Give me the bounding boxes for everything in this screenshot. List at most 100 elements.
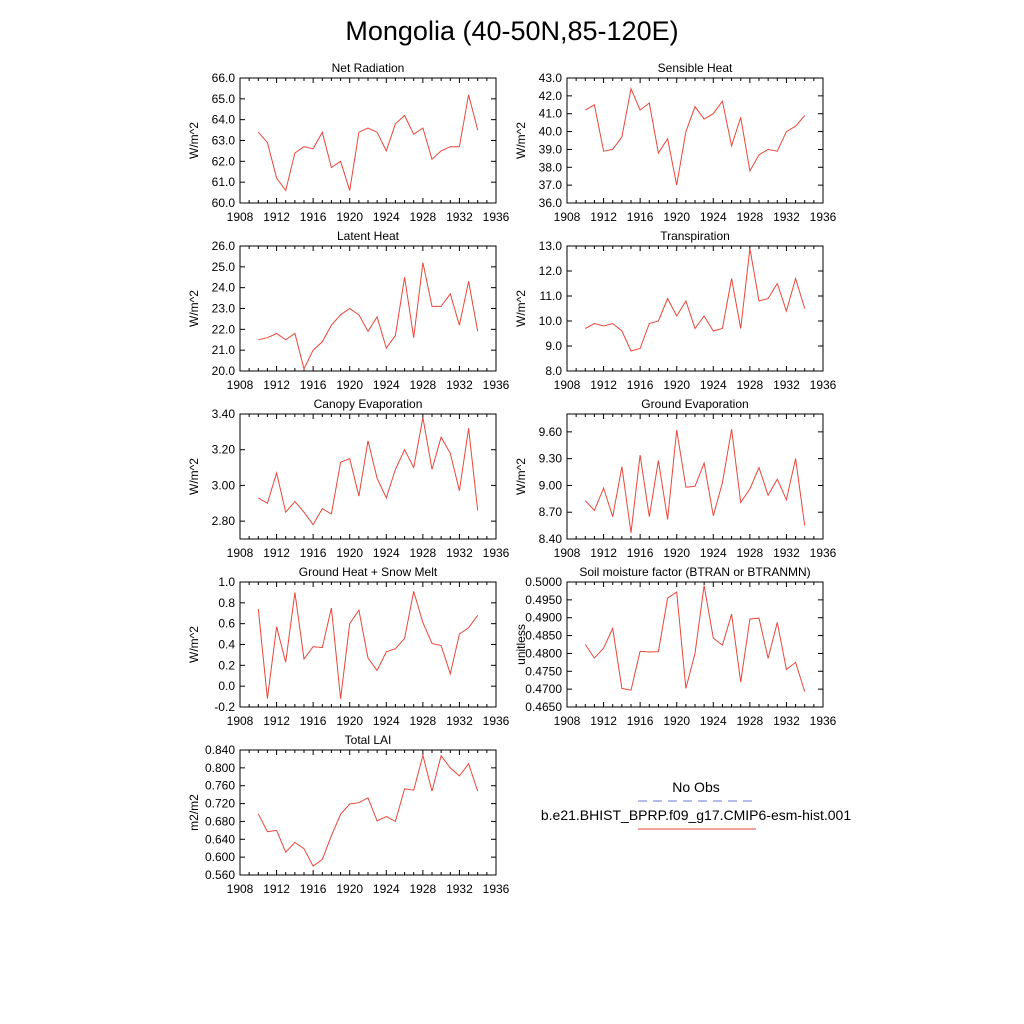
y-tick-label: 36.0 xyxy=(539,196,563,210)
series-line-sensible-heat xyxy=(585,86,806,186)
y-tick-label: 1.0 xyxy=(218,575,235,589)
y-tick-label: 0.800 xyxy=(205,761,235,775)
y-tick-label: 38.0 xyxy=(539,160,563,174)
chart-sensible-heat: Sensible Heat W/m^2 1908 1912 1916 1920 1924 19… xyxy=(514,61,837,224)
plot-frame xyxy=(239,413,497,540)
x-tick-label: 1924 xyxy=(373,546,400,560)
x-tick-label: 1936 xyxy=(483,714,510,728)
chart-ground-heat-snow-melt: Ground Heat + Snow Melt W/m^2 1908 1912 1916… xyxy=(187,565,510,728)
y-tick-label: 3.40 xyxy=(212,407,236,421)
x-tick-label: 1928 xyxy=(410,210,437,224)
y-tick-label: 0.760 xyxy=(205,779,235,793)
y-axis-label: W/m^2 xyxy=(187,122,201,159)
y-tick-label: 2.80 xyxy=(212,514,236,528)
panel-title: Canopy Evaporation xyxy=(314,397,423,411)
x-tick-label: 1920 xyxy=(336,378,363,392)
y-tick-label: 9.00 xyxy=(539,478,563,492)
y-tick-label: 0.8 xyxy=(218,596,235,610)
y-tick-label: 0.4650 xyxy=(525,700,562,714)
y-tick-label: 0.4 xyxy=(218,638,235,652)
legend-label-model: b.e21.BHIST_BPRP.f09_g17.CMIP6-esm-hist.… xyxy=(541,807,851,823)
series-line-ground-evaporation xyxy=(584,429,806,533)
x-tick-label: 1932 xyxy=(773,546,800,560)
x-tick-label: 1936 xyxy=(810,378,837,392)
x-tick-label: 1912 xyxy=(263,546,290,560)
y-tick-label: 0.840 xyxy=(205,743,235,757)
plot-frame xyxy=(239,245,497,372)
series-line-transpiration xyxy=(585,248,806,352)
x-tick-label: 1916 xyxy=(300,546,327,560)
x-tick-label: 1924 xyxy=(700,546,727,560)
y-tick-label: 63.0 xyxy=(212,134,236,148)
x-tick-label: 1912 xyxy=(263,378,290,392)
y-tick-label: 0.680 xyxy=(205,814,235,828)
x-tick-label: 1936 xyxy=(483,882,510,896)
y-tick-label: 22.0 xyxy=(212,322,236,336)
y-tick-label: 23.0 xyxy=(212,302,236,316)
x-tick-label: 1920 xyxy=(336,882,363,896)
x-tick-label: 1932 xyxy=(446,882,473,896)
y-axis-label: W/m^2 xyxy=(187,458,201,495)
panel-title: Transpiration xyxy=(660,229,730,243)
y-tick-label: 0.4700 xyxy=(525,682,562,696)
x-tick-label: 1912 xyxy=(590,714,617,728)
x-tick-label: 1916 xyxy=(627,378,654,392)
x-tick-label: 1916 xyxy=(300,714,327,728)
chart-canopy-evaporation: Canopy Evaporation W/m^2 1908 1912 1916 1920 1… xyxy=(187,397,510,560)
x-tick-label: 1912 xyxy=(263,210,290,224)
y-tick-label: 24.0 xyxy=(212,281,236,295)
chart-net-radiation: Net Radiation W/m^2 1908 1912 1916 1920 1924 19… xyxy=(187,61,510,224)
y-tick-label: 0.600 xyxy=(205,850,235,864)
panel-grid: Net Radiation W/m^2 1908 1912 1916 1920 1924 19… xyxy=(187,61,837,896)
y-tick-label: 0.5000 xyxy=(525,575,562,589)
x-tick-label: 1928 xyxy=(737,378,764,392)
y-axis-label: W/m^2 xyxy=(514,458,528,495)
y-tick-label: 0.4900 xyxy=(525,611,562,625)
series-line-soil-moisture-factor-btran-or-btranmn xyxy=(584,585,806,692)
x-tick-label: 1936 xyxy=(810,714,837,728)
y-tick-label: 0.0 xyxy=(218,679,235,693)
legend-label-obs: No Obs xyxy=(672,779,719,795)
x-tick-label: 1932 xyxy=(773,714,800,728)
x-tick-label: 1932 xyxy=(773,210,800,224)
y-tick-label: 43.0 xyxy=(539,71,563,85)
x-tick-label: 1920 xyxy=(336,714,363,728)
x-tick-label: 1932 xyxy=(446,546,473,560)
y-tick-label: 0.640 xyxy=(205,832,235,846)
x-tick-label: 1920 xyxy=(336,210,363,224)
x-tick-label: 1924 xyxy=(373,714,400,728)
y-tick-label: 39.0 xyxy=(539,142,563,156)
y-tick-label: 11.0 xyxy=(540,289,563,303)
y-tick-label: 13.0 xyxy=(539,239,563,253)
y-tick-label: 62.0 xyxy=(212,154,236,168)
x-tick-label: 1924 xyxy=(373,378,400,392)
y-tick-label: 8.0 xyxy=(545,364,562,378)
chart-ground-evaporation: Ground Evaporation W/m^2 1908 1912 1916 1920 1… xyxy=(514,397,837,560)
x-tick-label: 1928 xyxy=(737,210,764,224)
y-tick-label: 42.0 xyxy=(539,89,563,103)
y-tick-label: 12.0 xyxy=(539,264,563,278)
x-tick-label: 1936 xyxy=(483,378,510,392)
x-tick-label: 1916 xyxy=(627,546,654,560)
y-tick-label: 64.0 xyxy=(212,113,236,127)
x-tick-label: 1912 xyxy=(590,546,617,560)
plot-frame xyxy=(566,77,824,204)
legend: No Obs b.e21.BHIST_BPRP.f09_g17.CMIP6-es… xyxy=(541,779,851,830)
x-tick-label: 1920 xyxy=(336,546,363,560)
x-tick-label: 1932 xyxy=(446,378,473,392)
y-tick-label: 41.0 xyxy=(539,107,563,121)
x-tick-label: 1928 xyxy=(410,546,437,560)
x-tick-label: 1912 xyxy=(263,882,290,896)
y-tick-label: -0.2 xyxy=(214,700,235,714)
y-axis-label: m2/m2 xyxy=(187,794,201,831)
chart-transpiration: Transpiration W/m^2 1908 1912 1916 1920 1924 19… xyxy=(514,229,837,392)
y-tick-label: 9.60 xyxy=(539,425,563,439)
x-tick-label: 1908 xyxy=(554,714,581,728)
x-tick-label: 1908 xyxy=(554,210,581,224)
series-line-latent-heat xyxy=(258,262,479,371)
y-axis-label: W/m^2 xyxy=(187,626,201,663)
series-line-total-lai xyxy=(257,753,479,867)
chart-soil-moisture-factor-btran-or-btranmn: Soil moisture factor (BTRAN or BTRANMN) u… xyxy=(514,565,837,728)
y-tick-label: 21.0 xyxy=(212,343,236,357)
